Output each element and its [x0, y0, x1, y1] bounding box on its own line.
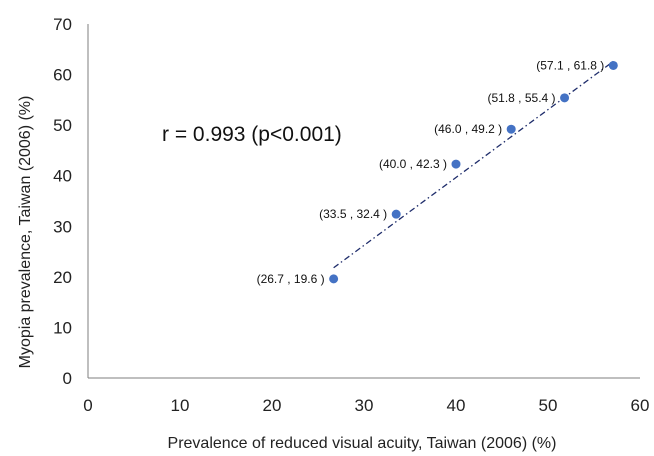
point-label: (40.0 , 42.3 ) — [379, 157, 447, 171]
x-tick-label: 0 — [83, 396, 92, 415]
x-axis-title: Prevalence of reduced visual acuity, Tai… — [168, 435, 557, 452]
y-tick-label: 10 — [53, 318, 72, 337]
y-tick-label: 40 — [53, 167, 72, 186]
y-tick-label: 70 — [53, 15, 72, 34]
y-tick-label: 60 — [53, 66, 72, 85]
data-points — [329, 60, 618, 284]
point-label: (33.5 , 32.4 ) — [319, 207, 387, 221]
y-tick-label: 30 — [53, 217, 72, 236]
x-tick-label: 50 — [539, 396, 558, 415]
point-label: (57.1 , 61.8 ) — [536, 58, 604, 72]
trendline — [333, 60, 614, 269]
y-tick-label: 50 — [53, 116, 72, 135]
correlation-annotation: r = 0.993 (p<0.001) — [162, 123, 342, 146]
x-tick-label: 60 — [631, 396, 650, 415]
y-axis-title: Myopia prevalence, Taiwan (2006) (%) — [17, 96, 34, 369]
x-tick-label: 20 — [263, 396, 282, 415]
x-tick-label: 40 — [447, 396, 466, 415]
y-axis-ticks: 0 10 20 30 40 50 60 70 — [53, 15, 72, 388]
y-tick-label: 0 — [63, 369, 72, 388]
data-point — [451, 159, 461, 169]
data-point — [329, 274, 339, 284]
point-label: (46.0 , 49.2 ) — [434, 122, 502, 136]
x-tick-label: 10 — [171, 396, 190, 415]
data-point — [506, 124, 516, 134]
point-label: (26.7 , 19.6 ) — [257, 272, 325, 286]
data-point — [391, 209, 401, 219]
x-axis-ticks: 0 10 20 30 40 50 60 — [83, 396, 649, 415]
point-label: (51.8 , 55.4 ) — [488, 91, 556, 105]
axes — [87, 24, 640, 379]
point-labels: (26.7 , 19.6 ) (33.5 , 32.4 ) (40.0 , 42.3… — [257, 58, 605, 285]
data-point — [560, 93, 570, 103]
y-tick-label: 20 — [53, 268, 72, 287]
x-tick-label: 30 — [355, 396, 374, 415]
data-point — [608, 60, 618, 70]
